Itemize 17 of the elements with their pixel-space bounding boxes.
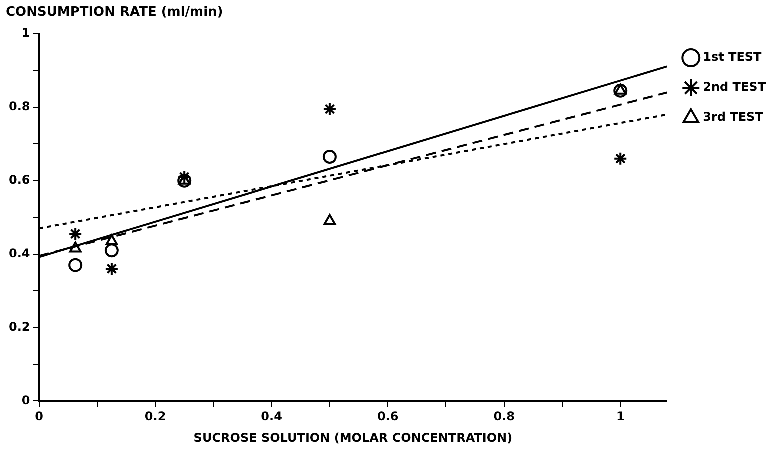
legend-label: 2nd TEST — [703, 80, 767, 94]
x-tick-label: 0.8 — [494, 410, 515, 424]
x-tick-label: 0.4 — [261, 410, 282, 424]
y-axis-title: CONSUMPTION RATE (ml/min) — [6, 4, 224, 20]
x-tick-label: 0.6 — [377, 410, 399, 424]
y-tick-label: 0.8 — [8, 100, 30, 114]
y-tick-label: 0 — [22, 393, 30, 408]
y-tick-label: 0.2 — [8, 320, 30, 334]
y-tick-label: 0.6 — [8, 173, 30, 188]
x-axis-title: SUCROSE SOLUTION (MOLAR CONCENTRATION) — [194, 430, 513, 445]
x-tick-label: 0 — [35, 410, 44, 424]
x-tick-label: 1 — [616, 410, 625, 424]
x-tick-label: 0.2 — [144, 410, 166, 424]
y-tick-label: 1 — [22, 26, 30, 40]
legend-label: 3rd TEST — [703, 110, 764, 124]
y-tick-label: 0.4 — [8, 246, 30, 260]
legend-label: 1st TEST — [703, 50, 763, 64]
